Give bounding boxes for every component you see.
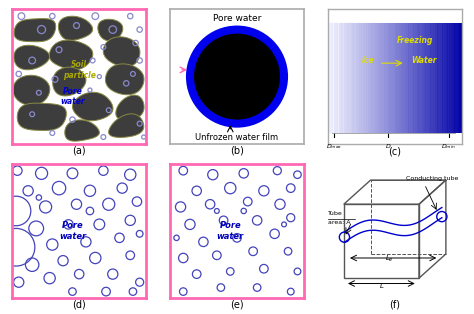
Bar [442,23,444,133]
Bar [451,23,453,133]
Polygon shape [105,64,144,95]
Bar [390,23,392,133]
Polygon shape [58,16,92,40]
Bar [422,23,424,133]
Text: Tube: Tube [328,211,342,216]
Polygon shape [17,103,66,130]
Polygon shape [53,67,86,96]
Circle shape [194,34,280,120]
Polygon shape [98,19,123,41]
Text: Pore
water: Pore water [60,87,85,106]
Bar [359,23,361,133]
Text: Ice: Ice [362,56,374,65]
Bar [334,23,337,133]
Bar [330,23,332,133]
Bar [424,23,426,133]
Bar [348,23,350,133]
Bar [415,23,417,133]
Bar [456,23,457,133]
Circle shape [186,25,288,128]
Bar [460,23,462,133]
Bar [433,23,435,133]
Text: area: A: area: A [328,220,350,225]
Text: $D_{min}$: $D_{min}$ [441,143,456,151]
Bar [374,23,377,133]
Polygon shape [13,75,50,105]
Bar [337,23,339,133]
Bar [366,23,368,133]
Bar [339,23,341,133]
Bar [426,23,428,133]
Text: Water: Water [411,56,437,65]
Bar [404,23,406,133]
Bar [388,23,390,133]
Text: Unfrozen water film: Unfrozen water film [195,133,279,142]
X-axis label: (a): (a) [73,145,86,155]
Bar [383,23,386,133]
Bar [350,23,352,133]
Bar [382,23,383,133]
Text: Freezing: Freezing [397,36,433,45]
Bar [370,23,373,133]
X-axis label: (c): (c) [388,147,401,157]
Bar [417,23,419,133]
Polygon shape [65,120,100,141]
Bar [448,23,451,133]
Bar [368,23,370,133]
Bar [377,23,379,133]
Text: $D$: $D$ [385,143,392,150]
X-axis label: (f): (f) [389,300,401,310]
Bar [447,23,448,133]
Text: Pore
water: Pore water [59,221,86,241]
Text: $D_{max}$: $D_{max}$ [326,143,343,151]
Bar [439,23,442,133]
X-axis label: (e): (e) [230,300,244,310]
Text: $L$: $L$ [379,280,384,290]
X-axis label: (d): (d) [73,300,86,310]
Bar [379,23,382,133]
Bar [373,23,374,133]
Bar [444,23,447,133]
Bar [328,23,330,133]
Polygon shape [109,114,144,138]
Bar [457,23,460,133]
Bar [352,23,355,133]
Polygon shape [14,19,55,42]
Bar [346,23,348,133]
Text: Conducting tube: Conducting tube [406,176,459,181]
Bar [397,23,399,133]
Text: Pore water: Pore water [213,14,261,23]
Bar [364,23,366,133]
Bar [355,23,357,133]
Text: $L_e$: $L_e$ [385,254,393,264]
Polygon shape [14,45,50,70]
Bar [435,23,438,133]
Bar [392,23,395,133]
Bar [453,23,456,133]
Polygon shape [103,37,140,67]
Bar [332,23,334,133]
Bar [419,23,422,133]
Bar [413,23,415,133]
Bar [410,23,413,133]
Bar [408,23,410,133]
Polygon shape [116,95,144,121]
Text: Pore
water: Pore water [217,221,244,241]
Text: Soil
particle: Soil particle [63,60,96,79]
Bar [343,23,346,133]
Bar [386,23,388,133]
Polygon shape [73,92,113,121]
Bar [438,23,439,133]
Bar [428,23,431,133]
Bar [399,23,401,133]
Polygon shape [49,40,93,70]
Bar [341,23,343,133]
Bar [401,23,404,133]
Bar [361,23,364,133]
Bar [395,23,397,133]
X-axis label: (b): (b) [230,145,244,155]
Bar [406,23,408,133]
Bar [431,23,433,133]
Bar [357,23,359,133]
